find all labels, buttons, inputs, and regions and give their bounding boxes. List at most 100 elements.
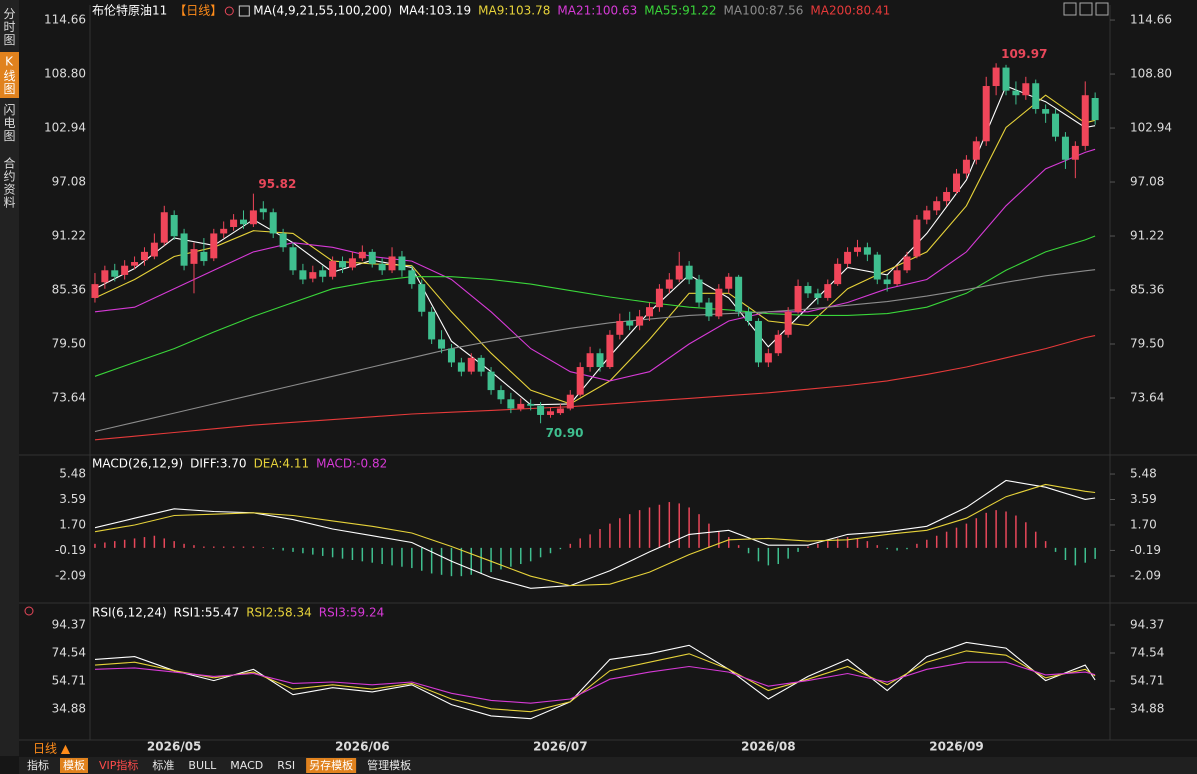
settings-icon[interactable] [24, 606, 34, 616]
toolbar-button[interactable]: BULL [188, 759, 217, 772]
icon [224, 6, 234, 16]
candle-body [546, 411, 554, 415]
tab[interactable]: 分时图 [2, 7, 16, 46]
y-tick-label-left: 114.66 [44, 13, 86, 27]
candle-body [537, 405, 545, 415]
y-tick-label-left: 91.22 [52, 229, 86, 243]
candle-body [131, 262, 139, 266]
candle-body [309, 272, 317, 279]
candle-body [398, 256, 406, 271]
y-tick-label-right: 97.08 [1130, 175, 1164, 189]
candle-body [972, 141, 980, 160]
candle-body [566, 394, 574, 409]
candle-body [517, 403, 525, 409]
toolbar-button[interactable]: RSI [277, 759, 295, 772]
candle-body [853, 247, 861, 252]
candle-body [903, 256, 911, 271]
tab[interactable]: 闪电图 [2, 103, 16, 142]
y-tick-label-right: 54.71 [1130, 674, 1164, 688]
y-tick-label-left: 5.48 [59, 467, 86, 481]
candle-body [497, 390, 505, 400]
toolbar-button[interactable]: 另存模板 [309, 758, 353, 772]
candle-body [804, 285, 812, 294]
candle-body [239, 219, 247, 225]
icon[interactable] [1095, 2, 1109, 16]
indicator-line [94, 650, 1096, 713]
candle-body [1042, 109, 1050, 114]
y-tick-label-left: 54.71 [52, 674, 86, 688]
candle-body [289, 247, 297, 271]
candle-body [913, 219, 921, 257]
candle-body [824, 284, 832, 298]
x-tick-label: 2026/08 [741, 740, 795, 754]
candle-body [764, 353, 772, 363]
toolbar-items: 指标 模板 VIP指标 标准 BULL MACD RSI 另存模板 管理模板 [27, 758, 411, 773]
candle-body [447, 348, 455, 363]
candle-body [1071, 145, 1079, 160]
legend-text: MACD(26,12,9) [92, 457, 183, 471]
y-tick-label-left: 34.88 [52, 702, 86, 716]
y-tick-label-right: 102.94 [1130, 121, 1172, 135]
candle-body [962, 159, 970, 174]
candle-body [923, 210, 931, 220]
candle-body [1052, 113, 1060, 137]
y-tick-label-left: 102.94 [44, 121, 86, 135]
legend-text: MA100:87.56 [724, 4, 804, 18]
candle-body [91, 284, 99, 298]
candle-body [1022, 83, 1030, 96]
candle-body [121, 265, 129, 275]
y-tick-label-left: 94.37 [52, 618, 86, 632]
candle-body [863, 247, 871, 255]
y-tick-label-left: 85.36 [52, 283, 86, 297]
candle-body [527, 403, 535, 406]
candle-body [883, 279, 891, 285]
tab-active[interactable]: K线图 [2, 55, 16, 96]
candle-body [1012, 90, 1020, 96]
icon[interactable] [1079, 2, 1093, 16]
y-tick-label-left: -2.09 [55, 569, 86, 583]
toolbar-button-bg [60, 758, 88, 773]
y-tick-label-right: 1.70 [1130, 517, 1157, 531]
toolbar-button[interactable]: MACD [230, 759, 263, 772]
y-tick-label-left: 79.50 [52, 337, 86, 351]
toolbar-button[interactable]: 标准 [152, 758, 174, 772]
candle-body [1081, 95, 1089, 146]
candle-body [982, 86, 990, 142]
candle-body [269, 212, 277, 234]
legend-text: 布伦特原油11 [92, 3, 167, 18]
candle-body [784, 311, 792, 335]
icon[interactable] [1063, 2, 1077, 16]
candle-body [1061, 136, 1069, 160]
candle-body [180, 233, 188, 266]
y-tick-label-left: 73.64 [52, 391, 86, 405]
candle-body [596, 353, 604, 368]
x-tick-label: 2026/06 [335, 740, 389, 754]
toolbar-button[interactable]: VIP指标 [99, 758, 138, 772]
legend-text: MACD:-0.82 [316, 457, 387, 471]
toolbar-button[interactable]: 指标 [27, 758, 49, 772]
candle-body [992, 67, 1000, 87]
indicator-line [94, 235, 1096, 377]
y-tick-label-left: 108.80 [44, 67, 86, 81]
candle-body [1032, 83, 1040, 110]
indicator-line [94, 479, 1096, 589]
candle-body [586, 353, 594, 368]
candle-body [220, 228, 228, 234]
candle-body [943, 191, 951, 202]
candle-body [428, 311, 436, 340]
candle-body [388, 256, 396, 271]
toolbar-button[interactable]: 模板 [63, 758, 85, 772]
candle-body [339, 261, 347, 268]
candle-body [111, 270, 119, 277]
y-tick-label-right: 5.48 [1130, 467, 1157, 481]
candle-body [675, 265, 683, 280]
candle-body [646, 307, 654, 317]
candle-body [259, 208, 267, 213]
candle-body [210, 233, 218, 259]
legend-text: RSI(6,12,24) [92, 606, 167, 620]
candle-body [438, 339, 446, 349]
candle-body [378, 263, 386, 271]
toolbar-button[interactable]: 管理模板 [367, 758, 411, 772]
tab[interactable]: 合约资料 [2, 156, 16, 209]
period-selector[interactable]: 日线 ▲ [33, 742, 71, 756]
